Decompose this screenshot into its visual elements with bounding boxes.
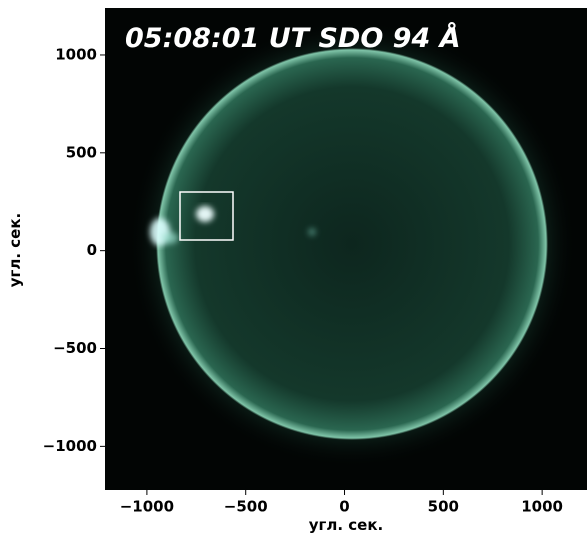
x-axis-label: угл. сек.	[309, 516, 383, 534]
chart-title: 05:08:01 UT SDO 94 Å	[125, 22, 461, 54]
y-tick-label: 500	[66, 143, 97, 161]
y-tick-label: 0	[87, 241, 97, 259]
y-tick-label: 1000	[55, 45, 97, 63]
x-tick-label: −1000	[120, 498, 174, 516]
x-tick-label: 0	[339, 498, 349, 516]
chart: 05:08:01 UT SDO 94 Å угл. сек. угл. сек.…	[0, 0, 587, 538]
y-axis-label: угл. сек.	[6, 213, 24, 287]
x-tick-label: 1000	[521, 498, 563, 516]
x-tick-label: −500	[224, 498, 268, 516]
x-tick-label: 500	[428, 498, 459, 516]
y-tick-label: −1000	[43, 437, 97, 455]
solar-disk	[156, 48, 548, 440]
y-tick-label: −500	[53, 339, 97, 357]
